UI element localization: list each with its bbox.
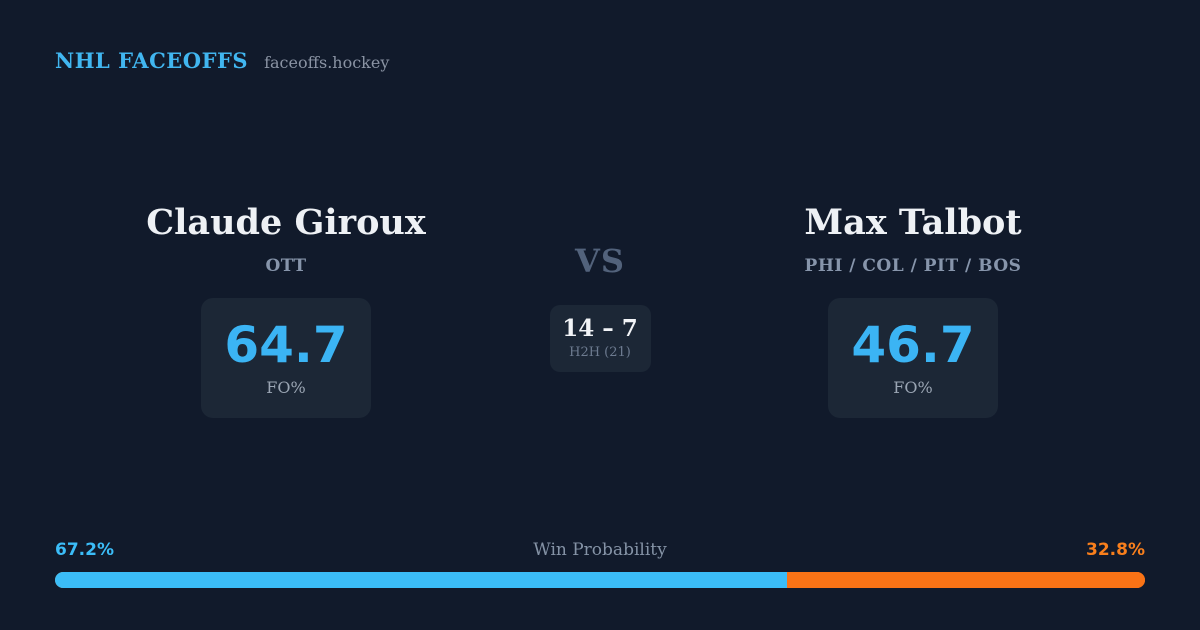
vs-label: VS xyxy=(575,242,625,280)
h2h-label: H2H (21) xyxy=(569,345,631,360)
player-left-name: Claude Giroux xyxy=(146,202,426,243)
player-left-fo-box: 64.7 FO% xyxy=(201,298,371,418)
matchup-center: VS 14 – 7 H2H (21) xyxy=(500,205,700,372)
win-probability-bar-left-segment xyxy=(55,572,788,588)
win-probability-left-pct: 67.2% xyxy=(55,540,114,560)
player-left-teams: OTT xyxy=(265,256,307,276)
win-probability-bar xyxy=(55,572,1145,588)
header: NHL FACEOFFS faceoffs.hockey xyxy=(55,48,389,73)
site-url: faceoffs.hockey xyxy=(264,53,390,72)
win-probability-section: 67.2% Win Probability 32.8% xyxy=(55,540,1145,588)
player-left: Claude Giroux OTT 64.7 FO% xyxy=(96,205,476,418)
player-right-fo-label: FO% xyxy=(893,377,933,397)
player-left-fo-label: FO% xyxy=(266,377,306,397)
win-probability-right-pct: 32.8% xyxy=(1086,540,1145,560)
brand-title: NHL FACEOFFS xyxy=(55,48,249,73)
player-right-name: Max Talbot xyxy=(804,202,1022,243)
win-probability-title: Win Probability xyxy=(533,540,667,560)
h2h-box: 14 – 7 H2H (21) xyxy=(549,305,651,372)
player-right: Max Talbot PHI / COL / PIT / BOS 46.7 FO… xyxy=(723,205,1103,418)
player-left-fo-value: 64.7 xyxy=(224,315,348,374)
player-right-teams: PHI / COL / PIT / BOS xyxy=(804,256,1022,276)
win-probability-labels: 67.2% Win Probability 32.8% xyxy=(55,540,1145,560)
win-probability-bar-right-segment xyxy=(787,572,1145,588)
player-right-fo-value: 46.7 xyxy=(851,315,975,374)
h2h-score: 14 – 7 xyxy=(562,315,638,342)
player-right-fo-box: 46.7 FO% xyxy=(828,298,998,418)
